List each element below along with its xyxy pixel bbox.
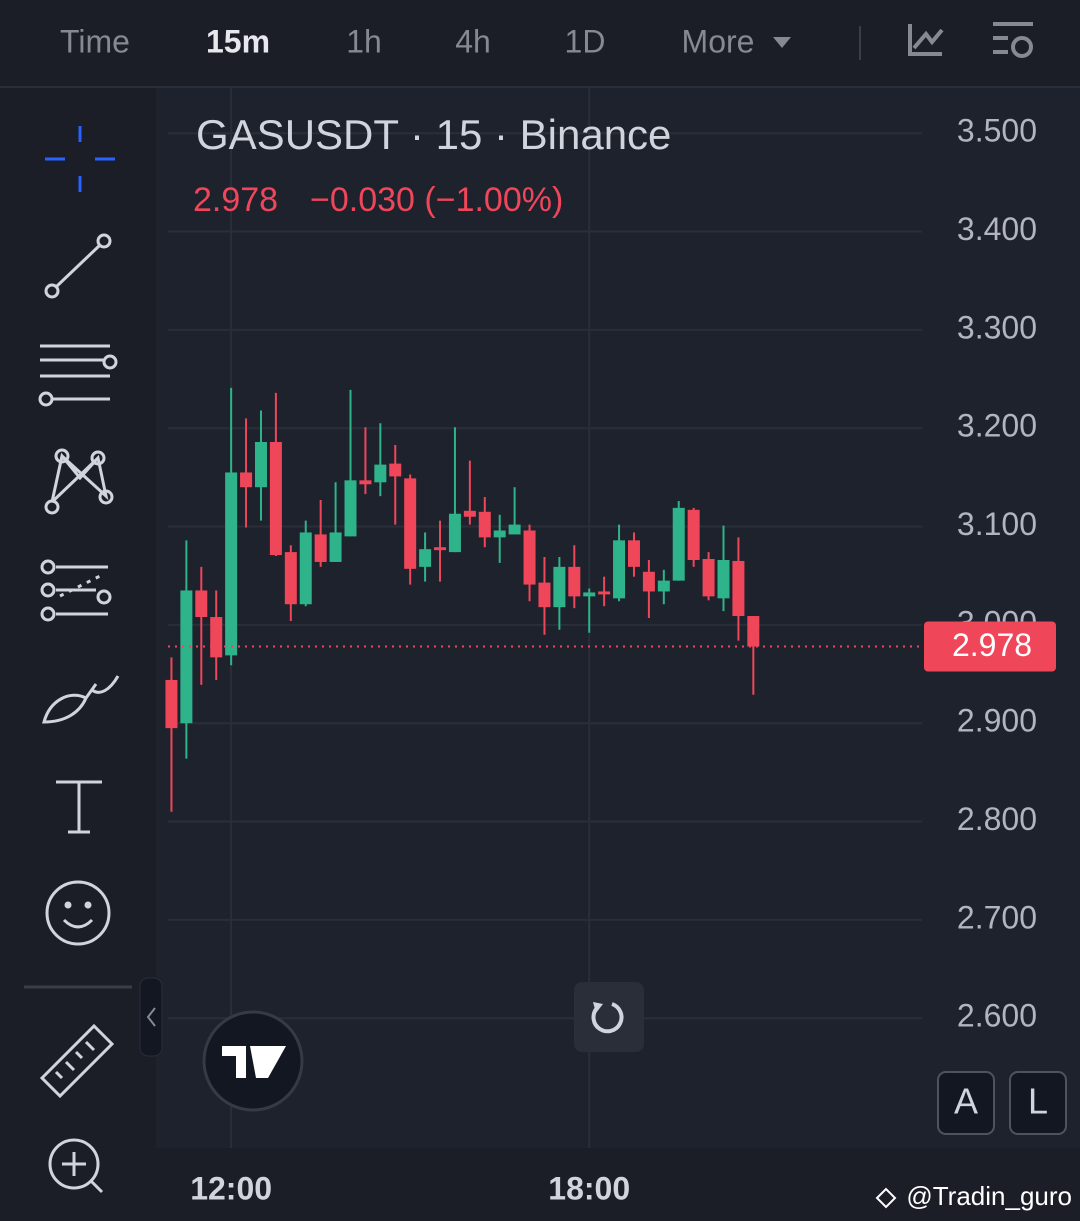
candle-body [627, 540, 640, 567]
interval-more[interactable]: More [682, 23, 755, 59]
collapse-toolbar[interactable] [139, 977, 163, 1057]
candle-body [687, 509, 700, 560]
candle-body [508, 524, 521, 535]
ruler-tool[interactable] [39, 1023, 115, 1099]
fib-tool[interactable] [40, 559, 112, 622]
interval-time[interactable]: Time [60, 23, 130, 59]
candle-body [269, 441, 282, 556]
brush-tool[interactable] [42, 675, 120, 724]
text-tool[interactable] [56, 780, 102, 834]
candle-body [538, 582, 551, 608]
candle-body [359, 480, 372, 485]
collapse-arrow [146, 1007, 156, 1027]
watermark-icon [875, 1187, 897, 1209]
candle-body [299, 532, 312, 605]
y-tick-label: 2.800 [957, 801, 1037, 837]
candle-body [493, 530, 506, 538]
last-price-tag [924, 621, 1056, 672]
y-tick-label: 3.400 [957, 211, 1037, 247]
candle-body [284, 552, 297, 605]
candle-body [165, 679, 178, 729]
watermark: @Tradin_guro [906, 1181, 1072, 1211]
pattern-tool[interactable] [44, 448, 114, 515]
candle-body [642, 571, 655, 592]
horizontal-lines-tool[interactable] [38, 344, 118, 407]
top-bar [0, 0, 1080, 86]
candle-body [329, 532, 342, 562]
reset-icon [591, 1002, 624, 1034]
candle-body [657, 580, 670, 592]
interval-1d[interactable]: 1D [565, 23, 606, 59]
y-tick-label: 2.600 [957, 998, 1037, 1034]
candle-body [747, 616, 760, 647]
candle-body [672, 507, 685, 581]
candle-body [434, 547, 447, 551]
more-caret [773, 37, 791, 48]
candle-body [314, 534, 327, 562]
y-tick-label: 3.100 [957, 506, 1037, 542]
y-tick-label: 2.700 [957, 899, 1037, 935]
x-tick-label: 12:00 [190, 1170, 272, 1206]
candle-body [523, 530, 536, 585]
candle-body [389, 463, 402, 477]
zoom-tool[interactable] [48, 1138, 104, 1194]
candle-body [210, 617, 223, 658]
y-tick-label: 3.300 [957, 309, 1037, 345]
log-scale-button[interactable] [1009, 1071, 1067, 1135]
settings-icon[interactable] [993, 22, 1033, 58]
interval-1h[interactable]: 1h [346, 23, 382, 59]
candle-body [732, 560, 745, 617]
reset-arrow [593, 1002, 603, 1013]
chart-title: GASUSDT · 15 · Binance [196, 111, 671, 158]
candle-body [478, 511, 491, 538]
candle-body [374, 464, 387, 483]
candle-body [448, 513, 461, 553]
candle-body [613, 540, 626, 599]
auto-scale-label: A [954, 1081, 978, 1122]
indicators-icon[interactable] [908, 24, 944, 56]
y-tick-label: 2.900 [957, 703, 1037, 739]
trend-line-tool[interactable] [44, 233, 112, 299]
last-price-label: 2.978 [952, 627, 1032, 663]
log-scale-label: L [1028, 1081, 1048, 1122]
candle-body [419, 549, 432, 567]
quote-change: −0.030 (−1.00%) [310, 181, 563, 219]
candle-body [344, 480, 357, 537]
tv-logo-mark [222, 1046, 286, 1078]
left-toolbar [0, 88, 156, 1221]
emoji-tool[interactable] [45, 880, 111, 946]
y-tick-label: 3.200 [957, 408, 1037, 444]
candle-body [180, 590, 193, 724]
candle-body [225, 472, 238, 656]
candle-body [553, 566, 566, 608]
y-tick-label: 3.500 [957, 113, 1037, 149]
reset-button[interactable] [574, 982, 644, 1052]
interval-4h[interactable]: 4h [455, 23, 491, 59]
candle-body [583, 592, 596, 597]
candle-body [240, 472, 253, 488]
candle-body [404, 478, 417, 569]
candle-body [598, 591, 611, 595]
candle-body [702, 559, 715, 597]
time-axis [156, 1148, 1080, 1221]
candle-body [717, 559, 730, 599]
x-tick-label: 18:00 [548, 1170, 630, 1206]
crosshair-tool[interactable] [45, 126, 115, 192]
candle-body [463, 510, 476, 517]
candle-body [195, 590, 208, 618]
candle-body [254, 441, 267, 488]
auto-scale-button[interactable] [937, 1071, 995, 1135]
candle-body [568, 566, 581, 597]
quote-price: 2.978 [193, 181, 278, 219]
interval-15m[interactable]: 15m [206, 23, 270, 59]
